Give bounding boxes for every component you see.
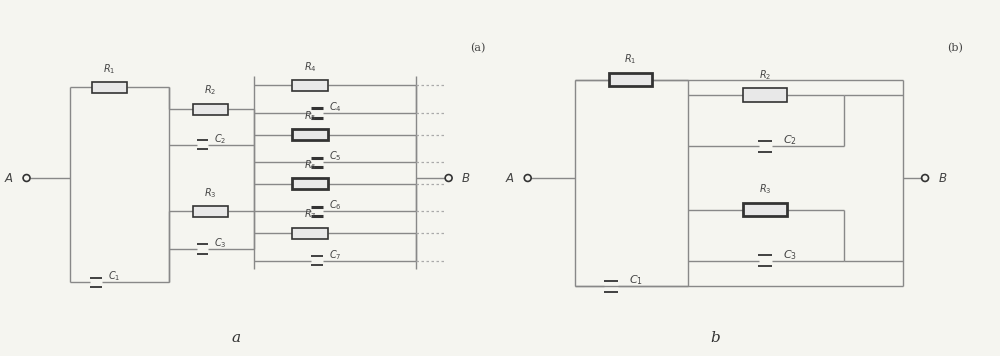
Text: $A$: $A$ — [505, 172, 515, 184]
Text: $R_3$: $R_3$ — [759, 182, 771, 196]
Text: $R_7$: $R_7$ — [304, 208, 317, 221]
Text: $C_3$: $C_3$ — [783, 248, 797, 262]
Text: $C_1$: $C_1$ — [629, 273, 643, 287]
Text: $C_3$: $C_3$ — [214, 236, 227, 250]
Text: (b): (b) — [947, 43, 963, 53]
Text: $C_7$: $C_7$ — [329, 248, 342, 262]
Text: $C_4$: $C_4$ — [329, 100, 342, 114]
Text: $R_1$: $R_1$ — [624, 52, 637, 66]
Text: $R_5$: $R_5$ — [304, 109, 317, 123]
Text: $C_2$: $C_2$ — [214, 132, 227, 146]
Text: a: a — [232, 331, 241, 345]
Bar — [292, 178, 328, 189]
Bar — [743, 203, 787, 216]
Text: $C_6$: $C_6$ — [329, 199, 342, 213]
Text: $C_5$: $C_5$ — [329, 150, 342, 163]
Bar — [743, 88, 787, 102]
Bar — [193, 206, 228, 217]
Bar — [292, 228, 328, 239]
Bar — [92, 82, 127, 93]
Text: $R_1$: $R_1$ — [103, 62, 116, 75]
Text: $R_2$: $R_2$ — [759, 68, 771, 82]
Text: $A$: $A$ — [4, 172, 14, 184]
Text: $R_4$: $R_4$ — [304, 60, 317, 74]
Text: $B$: $B$ — [461, 172, 471, 184]
Text: $B$: $B$ — [938, 172, 947, 184]
Text: $C_2$: $C_2$ — [783, 134, 797, 147]
Text: $C_1$: $C_1$ — [108, 269, 120, 283]
Text: $R_2$: $R_2$ — [204, 83, 217, 97]
Bar — [609, 73, 652, 87]
Bar — [292, 129, 328, 140]
Text: (a): (a) — [470, 43, 486, 53]
Text: $R_3$: $R_3$ — [204, 186, 217, 200]
Text: b: b — [711, 331, 720, 345]
Text: $R_6$: $R_6$ — [304, 158, 317, 172]
Bar — [292, 80, 328, 91]
Bar — [193, 104, 228, 115]
